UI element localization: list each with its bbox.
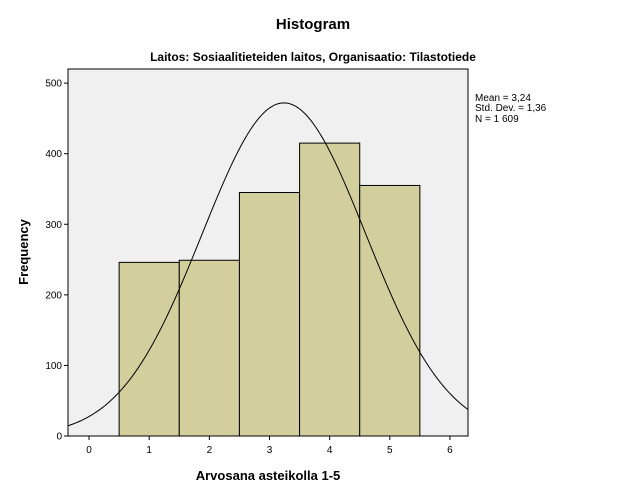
x-tick-label: 6 bbox=[447, 445, 453, 456]
stats-sd: Std. Dev. = 1,36 bbox=[475, 103, 547, 114]
chart-title: Histogram bbox=[276, 16, 350, 33]
y-axis-label: Frequency bbox=[16, 218, 31, 285]
x-tick-label: 3 bbox=[267, 445, 273, 456]
axes-group: 0 1 2 3 4 5 6 0 100 200 300 400 500 bbox=[45, 79, 453, 456]
y-tick-label: 0 bbox=[56, 432, 62, 443]
x-tick-label: 5 bbox=[387, 445, 393, 456]
stats-mean: Mean = 3,24 bbox=[475, 93, 531, 104]
chart-subtitle: Laitos: Sosiaalitieteiden laitos, Organi… bbox=[150, 50, 476, 64]
x-tick-label: 4 bbox=[327, 445, 333, 456]
x-tick-label: 2 bbox=[207, 445, 213, 456]
histogram-bar bbox=[359, 184, 421, 437]
histogram-bar bbox=[299, 142, 361, 437]
histogram-bar bbox=[238, 192, 301, 437]
normal-curve-group bbox=[67, 102, 469, 427]
bars-group bbox=[118, 142, 421, 437]
x-axis-label: Arvosana asteikolla 1-5 bbox=[196, 468, 341, 483]
y-tick-label: 400 bbox=[45, 149, 62, 160]
stats-n: N = 1 609 bbox=[475, 114, 519, 125]
y-tick-label: 500 bbox=[45, 79, 62, 90]
y-tick-label: 100 bbox=[45, 361, 62, 372]
y-tick-label: 300 bbox=[45, 220, 62, 231]
x-tick-label: 0 bbox=[86, 445, 92, 456]
normal-curve bbox=[67, 102, 469, 427]
x-tick-label: 1 bbox=[146, 445, 152, 456]
histogram-bar bbox=[178, 259, 240, 437]
y-tick-label: 200 bbox=[45, 290, 62, 301]
